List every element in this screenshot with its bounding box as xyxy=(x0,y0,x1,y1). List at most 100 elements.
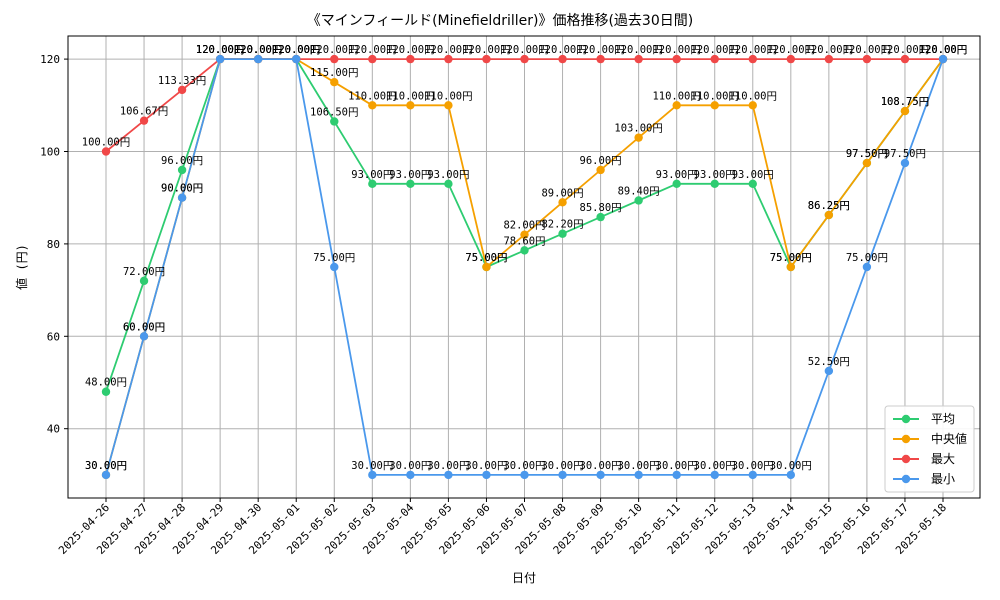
series-最小-data-label: 75.00円 xyxy=(846,252,888,264)
series-平均-data-label: 72.00円 xyxy=(123,266,165,278)
series-最小-point xyxy=(139,332,149,341)
series-平均-point xyxy=(672,179,681,189)
series-最小-data-label: 30.00円 xyxy=(389,460,431,472)
legend-label-平均: 平均 xyxy=(931,412,955,426)
series-最小-point xyxy=(215,54,225,64)
series-最大-data-label: 120.00円 xyxy=(462,44,510,56)
series-平均-point xyxy=(177,165,187,175)
series-最小-point xyxy=(862,262,872,272)
series-平均-point xyxy=(596,212,605,222)
series-平均-point xyxy=(139,276,149,286)
y-tick-label: 40 xyxy=(47,423,60,436)
chart-title: 《マインフィールド(Minefieldriller)》価格推移(過去30日間) xyxy=(306,13,694,29)
series-最大-data-label: 120.00円 xyxy=(614,44,662,56)
series-最小-point xyxy=(748,470,757,480)
series-最大-data-label: 100.00円 xyxy=(82,137,130,149)
legend-marker-最大 xyxy=(901,454,911,464)
series-最大-data-label: 120.00円 xyxy=(881,44,929,56)
series-最小-data-label: 30.00円 xyxy=(580,460,622,472)
series-最小-data-label: 30.00円 xyxy=(732,460,774,472)
series-中央値-data-label: 115.00円 xyxy=(310,67,358,79)
series-中央値-data-label: 120.00円 xyxy=(272,44,320,56)
series-平均-data-label: 82.20円 xyxy=(541,219,583,231)
series-最小-data-label: 30.00円 xyxy=(694,460,736,472)
series-平均-point xyxy=(406,179,415,189)
series-最小-data-label: 120.00円 xyxy=(196,44,244,56)
series-最小-point xyxy=(177,193,187,202)
series-最大-data-label: 120.00円 xyxy=(652,44,700,56)
series-最小-point xyxy=(596,470,605,480)
series-中央値-point xyxy=(862,158,872,168)
legend-marker-中央値 xyxy=(901,434,911,444)
series-中央値-point xyxy=(368,101,377,110)
series-平均-data-label: 75.00円 xyxy=(770,252,812,264)
series-最小-point xyxy=(330,262,339,272)
series-最小-point xyxy=(672,470,681,480)
series-平均-data-label: 75.00円 xyxy=(465,252,507,264)
series-平均-data-label: 97.50円 xyxy=(846,148,888,160)
series-中央値-point xyxy=(558,198,567,207)
series-最小-point xyxy=(558,470,567,480)
series-平均-data-label: 93.00円 xyxy=(732,169,774,181)
series-中央値-point xyxy=(482,262,491,272)
series-平均-point xyxy=(748,179,757,189)
series-最小-point xyxy=(482,470,491,480)
data-labels: 48.00円72.00円96.00円120.00円120.00円120.00円1… xyxy=(82,44,967,472)
series-最小-data-label: 30.00円 xyxy=(541,460,583,472)
series-最大-point xyxy=(406,54,415,64)
series-平均-data-label: 48.00円 xyxy=(85,377,127,389)
series-最小-data-label: 90.00円 xyxy=(161,183,203,195)
series-最小-point xyxy=(900,158,910,168)
series-最小-point xyxy=(101,470,111,480)
series-中央値-data-label: 108.75円 xyxy=(881,96,929,108)
legend-box xyxy=(884,405,975,493)
series-最小-data-label: 30.00円 xyxy=(465,460,507,472)
series-中央値-data-label: 82.00円 xyxy=(503,220,545,232)
series-中央値-data-label: 90.00円 xyxy=(161,183,203,195)
series-中央値-point xyxy=(786,262,796,272)
series-最大-point xyxy=(482,54,491,64)
series-平均-point xyxy=(368,179,377,189)
series-中央値-data-label: 75.00円 xyxy=(465,252,507,264)
series-最大-point xyxy=(862,54,872,64)
series-平均-point xyxy=(444,179,453,189)
series-最大-data-label: 120.00円 xyxy=(729,44,777,56)
legend-label-最大: 最大 xyxy=(931,452,955,466)
series-中央値-data-label: 86.25円 xyxy=(808,200,850,212)
series-中央値-data-label: 89.00円 xyxy=(541,187,583,199)
series-最小-data-label: 30.00円 xyxy=(656,460,698,472)
series-最大-data-label: 120.00円 xyxy=(843,44,891,56)
series-最大-point xyxy=(139,116,149,125)
series-中央値-point xyxy=(444,101,453,110)
series-最大-data-label: 113.33円 xyxy=(158,75,206,87)
series-平均-data-label: 93.00円 xyxy=(427,169,469,181)
series-中央値-data-label: 120.00円 xyxy=(919,44,967,56)
series-layer xyxy=(101,54,948,480)
series-平均-point xyxy=(330,117,339,126)
x-axis: 2025-04-262025-04-272025-04-282025-04-29… xyxy=(56,498,949,557)
series-最小-point xyxy=(253,54,263,64)
series-最小-data-label: 52.50円 xyxy=(808,356,850,368)
series-最大-point xyxy=(710,54,719,64)
series-最小-data-label: 30.00円 xyxy=(770,460,812,472)
series-平均-data-label: 85.80円 xyxy=(580,202,622,214)
series-最小-point xyxy=(824,366,834,376)
series-最大-point xyxy=(558,54,567,64)
series-最大-data-label: 120.00円 xyxy=(272,44,320,56)
legend-label-中央値: 中央値 xyxy=(931,431,967,446)
series-平均-data-label: 120.00円 xyxy=(919,44,967,56)
series-中央値-data-label: 110.00円 xyxy=(424,90,472,102)
x-axis-label: 日付 xyxy=(512,571,536,585)
series-平均-data-label: 106.50円 xyxy=(310,106,358,118)
series-最大-data-label: 120.00円 xyxy=(576,44,624,56)
series-最小-data-label: 120.00円 xyxy=(234,44,282,56)
series-最小-point xyxy=(292,54,301,64)
y-tick-label: 60 xyxy=(47,330,60,343)
series-中央値-data-label: 30.00円 xyxy=(85,460,127,472)
series-最大-data-label: 120.00円 xyxy=(538,44,586,56)
series-平均-data-label: 86.25円 xyxy=(808,200,850,212)
series-最小-point xyxy=(710,470,719,480)
series-中央値-data-label: 120.00円 xyxy=(196,44,244,56)
